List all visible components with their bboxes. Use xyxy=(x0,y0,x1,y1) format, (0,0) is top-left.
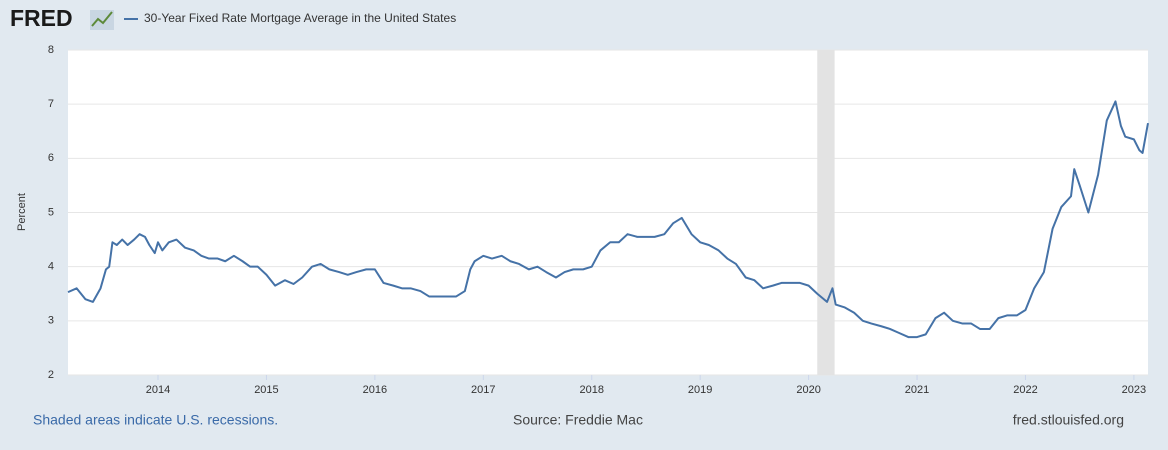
y-tick-label: 5 xyxy=(48,206,54,218)
source: Source: Freddie Mac xyxy=(513,412,643,428)
x-tick-label: 2015 xyxy=(254,384,278,396)
y-tick-label: 7 xyxy=(48,98,54,110)
x-tick-label: 2019 xyxy=(688,384,712,396)
recession-note[interactable]: Shaded areas indicate U.S. recessions. xyxy=(33,412,278,428)
y-axis-label: Percent xyxy=(16,193,28,231)
y-tick-label: 2 xyxy=(48,369,54,381)
site-link[interactable]: fred.stlouisfed.org xyxy=(1013,412,1124,428)
series-line xyxy=(67,100,1149,339)
x-tick-label: 2016 xyxy=(363,384,387,396)
recession-band xyxy=(817,50,835,375)
x-tick-label: 2017 xyxy=(471,384,495,396)
y-tick-label: 8 xyxy=(48,44,54,56)
logo[interactable]: FRED xyxy=(10,5,73,31)
x-tick-label: 2021 xyxy=(905,384,929,396)
x-tick-label: 2018 xyxy=(579,384,603,396)
x-tick-label: 2022 xyxy=(1013,384,1037,396)
x-tick-label: 2014 xyxy=(146,384,170,396)
y-tick-label: 3 xyxy=(48,315,54,327)
logo-icon xyxy=(90,10,114,30)
y-tick-label: 6 xyxy=(48,152,54,164)
x-tick-label: 2023 xyxy=(1122,384,1146,396)
y-tick-label: 4 xyxy=(48,261,54,273)
x-tick-label: 2020 xyxy=(796,384,820,396)
legend-label: 30-Year Fixed Rate Mortgage Average in t… xyxy=(144,11,456,25)
